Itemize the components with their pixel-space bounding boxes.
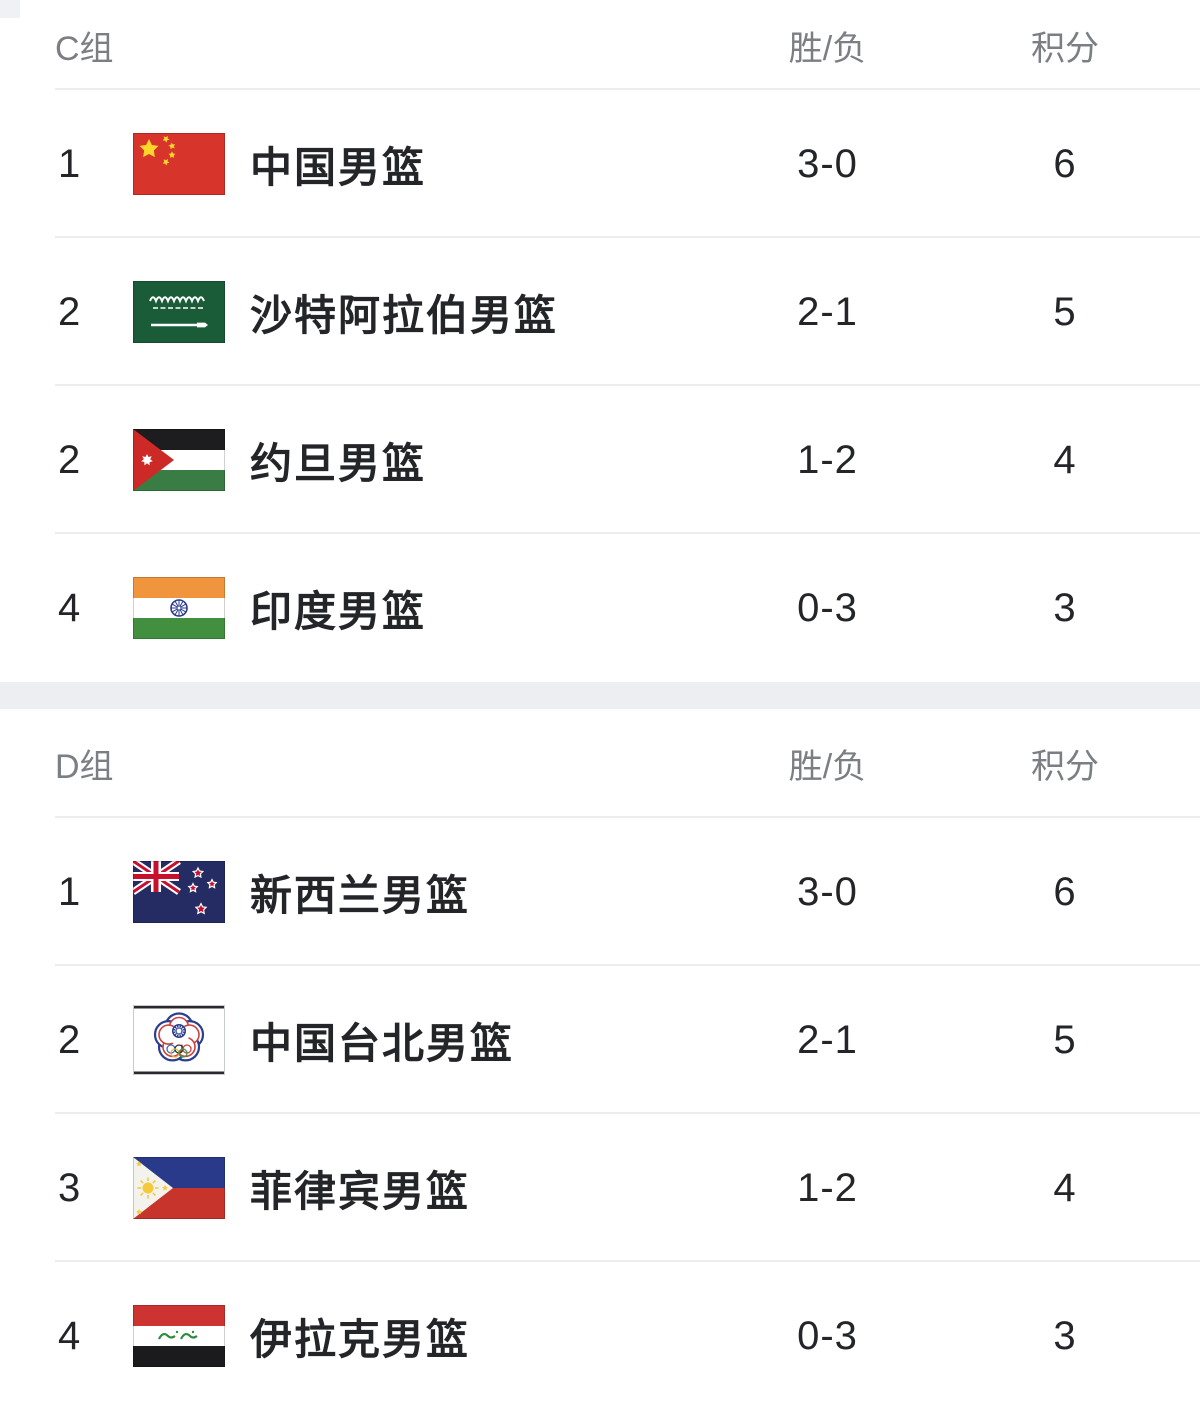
win-loss: 2-1 bbox=[797, 1017, 858, 1062]
column-header-points: 积分 bbox=[1031, 748, 1099, 786]
team-row[interactable]: 4 印度男篮 0-3 3 bbox=[0, 534, 1200, 682]
group-title: D组 bbox=[55, 748, 114, 786]
column-header-winloss: 胜/负 bbox=[788, 29, 867, 68]
win-loss: 2-1 bbox=[797, 289, 858, 334]
corner-artifact bbox=[0, 0, 20, 18]
team-name: 伊拉克男篮 bbox=[250, 1315, 471, 1363]
win-loss: 1-2 bbox=[797, 437, 858, 482]
win-loss: 0-3 bbox=[797, 585, 858, 630]
team-row[interactable]: 4 伊拉克男篮 0-3 3 bbox=[0, 1262, 1200, 1410]
team-name: 约旦男篮 bbox=[250, 439, 427, 487]
team-row[interactable]: 2 中国台北男篮 2-1 5 bbox=[0, 966, 1200, 1114]
chinese-taipei-flag-icon bbox=[133, 1005, 225, 1075]
points: 6 bbox=[1053, 869, 1077, 914]
win-loss: 0-3 bbox=[797, 1313, 858, 1358]
team-row[interactable]: 1 新西兰男篮 3-0 6 bbox=[0, 818, 1200, 966]
rank: 1 bbox=[58, 869, 81, 914]
points: 3 bbox=[1053, 1313, 1077, 1358]
new-zealand-flag-icon bbox=[133, 861, 225, 923]
section-separator bbox=[0, 682, 1200, 709]
team-name: 沙特阿拉伯男篮 bbox=[250, 291, 559, 339]
group-title: C组 bbox=[55, 29, 114, 68]
team-name: 中国台北男篮 bbox=[250, 1019, 515, 1067]
points: 4 bbox=[1053, 1165, 1077, 1210]
india-flag-icon bbox=[133, 577, 225, 639]
jordan-flag-icon bbox=[133, 429, 225, 491]
group-header: C组 胜/负 积分 bbox=[0, 0, 1200, 90]
team-row[interactable]: 2 沙特阿拉伯男篮 2-1 5 bbox=[0, 238, 1200, 386]
column-header-winloss: 胜/负 bbox=[788, 748, 867, 786]
team-name: 菲律宾男篮 bbox=[250, 1167, 471, 1215]
team-name: 中国男篮 bbox=[250, 143, 427, 191]
iraq-flag-icon bbox=[133, 1305, 225, 1367]
rank: 1 bbox=[58, 141, 81, 186]
philippines-flag-icon bbox=[133, 1157, 225, 1219]
rank: 3 bbox=[58, 1165, 81, 1210]
points: 6 bbox=[1053, 141, 1077, 186]
column-header-points: 积分 bbox=[1031, 29, 1099, 68]
rank: 2 bbox=[58, 289, 81, 334]
team-row[interactable]: 2 约旦男篮 1-2 4 bbox=[0, 386, 1200, 534]
points: 3 bbox=[1053, 585, 1077, 630]
rank: 4 bbox=[58, 585, 81, 630]
points: 5 bbox=[1053, 289, 1077, 334]
team-row[interactable]: 1 中国男篮 3-0 6 bbox=[0, 90, 1200, 238]
team-row[interactable]: 3 菲律宾男篮 1-2 4 bbox=[0, 1114, 1200, 1262]
win-loss: 3-0 bbox=[797, 869, 858, 914]
group-section: C组 胜/负 积分 1 中国男篮 3-0 6 2 沙特阿拉伯男篮 2-1 5 2 约旦男篮 1-2 4 4 印度… bbox=[0, 0, 1200, 682]
rank: 4 bbox=[58, 1313, 81, 1358]
rank: 2 bbox=[58, 437, 81, 482]
china-flag-icon bbox=[133, 133, 225, 195]
win-loss: 3-0 bbox=[797, 141, 858, 186]
win-loss: 1-2 bbox=[797, 1165, 858, 1210]
points: 4 bbox=[1053, 437, 1077, 482]
points: 5 bbox=[1053, 1017, 1077, 1062]
team-name: 印度男篮 bbox=[250, 587, 427, 635]
group-header: D组 胜/负 积分 bbox=[0, 709, 1200, 818]
saudi-arabia-flag-icon bbox=[133, 281, 225, 343]
rank: 2 bbox=[58, 1017, 81, 1062]
team-name: 新西兰男篮 bbox=[250, 871, 471, 919]
group-section: D组 胜/负 积分 1 新西兰男篮 3-0 6 2 中国台北男篮 2-1 5 3 菲律宾男篮 1-2 4 4 伊… bbox=[0, 709, 1200, 1410]
